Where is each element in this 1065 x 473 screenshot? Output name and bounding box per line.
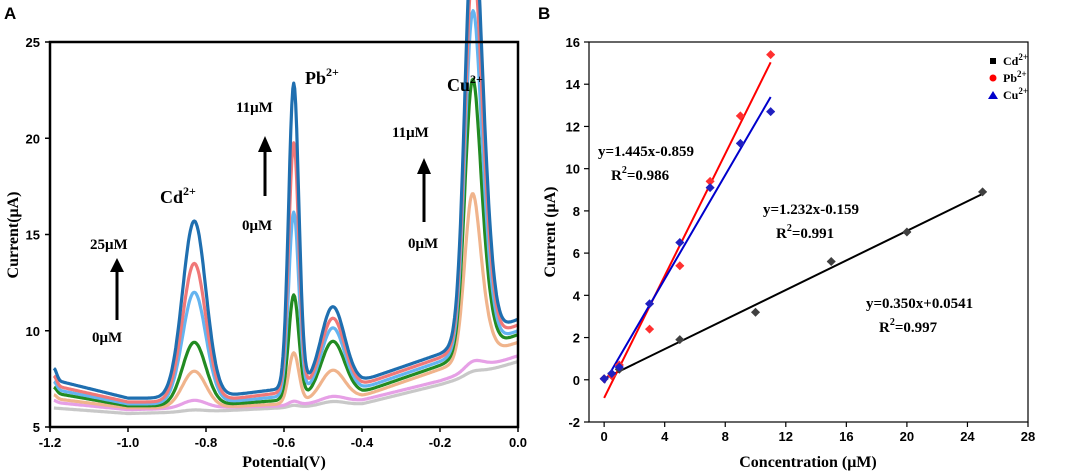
- x-tick-label: -1.2: [39, 435, 61, 450]
- y-tick-label: 10: [566, 162, 580, 177]
- data-point: [675, 238, 685, 248]
- data-point: [645, 299, 655, 309]
- arrow-cd-head: [110, 258, 124, 272]
- data-point: [766, 50, 776, 60]
- arrow-cu-bottom-label: 0μM: [408, 236, 438, 252]
- y-tick-label: 0: [573, 373, 580, 388]
- arrow-cu-top-label: 11μM: [392, 125, 429, 141]
- panel-label-b: B: [538, 4, 550, 23]
- calibration-points: [599, 50, 988, 384]
- data-point: [645, 324, 655, 334]
- y-tick-label: 6: [573, 246, 580, 261]
- voltammogram-curve: [53, 354, 519, 412]
- data-point: [607, 368, 617, 378]
- data-point: [751, 307, 761, 317]
- data-point: [826, 257, 836, 267]
- ion-label-cu: Cu2+: [447, 72, 483, 95]
- data-point: [705, 183, 715, 193]
- data-point: [902, 227, 912, 237]
- fit-line: [603, 61, 772, 399]
- x-tick-label: 0: [601, 429, 608, 444]
- data-point: [675, 261, 685, 271]
- y-tick-label: 5: [33, 420, 40, 435]
- arrow-pb-head: [258, 136, 272, 152]
- voltammogram-curve: [53, 192, 519, 410]
- panel-a-x-title: Potential(V): [242, 454, 326, 471]
- arrow-pb-top-label: 11μM: [236, 100, 273, 116]
- legend-label-pb: Pb2+: [1003, 69, 1027, 85]
- x-tick-label: 12: [779, 429, 793, 444]
- y-tick-label: 14: [566, 77, 581, 92]
- x-tick-label: -1.0: [117, 435, 139, 450]
- arrow-cu-head: [417, 158, 431, 174]
- panel-a-x-ticks: -1.2 -1.0 -0.8 -0.6 -0.4 -0.2 0.0: [39, 427, 527, 450]
- arrow-pb-bottom-label: 0μM: [242, 218, 272, 234]
- y-tick-label: 16: [566, 35, 580, 50]
- x-tick-label: 4: [661, 429, 669, 444]
- equation-cu: y=1.232x-0.159: [763, 202, 859, 218]
- x-tick-label: 28: [1021, 429, 1035, 444]
- data-point: [675, 335, 685, 345]
- panel-b-x-ticks: 0 4 8 12 16 20 24 28: [601, 422, 1035, 444]
- fit-line: [603, 193, 984, 380]
- r2-cu: R2=0.991: [776, 223, 834, 242]
- arrow-cd-top-label: 25μM: [90, 237, 128, 253]
- x-tick-label: 8: [722, 429, 729, 444]
- panel-a-y-title: Current(μA): [5, 192, 22, 279]
- legend: Cd2+ Pb2+ Cu2+: [988, 52, 1028, 102]
- r2-pb: R2=0.986: [611, 165, 670, 184]
- voltammogram-curve: [53, 77, 519, 408]
- panel-b-y-ticks: -2 0 2 4 6 8 10 12 14 16: [566, 35, 589, 430]
- data-point: [978, 187, 988, 197]
- x-tick-label: 0.0: [509, 435, 527, 450]
- legend-marker-cu: [988, 91, 998, 99]
- y-tick-label: 10: [26, 324, 40, 339]
- x-tick-label: -0.8: [195, 435, 217, 450]
- x-tick-label: -0.6: [273, 435, 295, 450]
- voltammogram-curve: [52, 0, 519, 400]
- data-point: [705, 176, 715, 186]
- data-point: [735, 138, 745, 148]
- y-tick-label: 8: [573, 204, 580, 219]
- fit-line: [603, 96, 772, 384]
- ion-label-pb: Pb2+: [305, 65, 339, 88]
- legend-marker-pb: [989, 74, 997, 82]
- data-point: [735, 111, 745, 121]
- equation-pb: y=1.445x-0.859: [598, 144, 694, 160]
- y-tick-label: -2: [568, 415, 580, 430]
- voltammogram-curve: [53, 359, 519, 416]
- x-tick-label: 16: [839, 429, 853, 444]
- y-tick-label: 15: [26, 228, 40, 243]
- data-point: [614, 362, 624, 372]
- r2-cd: R2=0.997: [879, 317, 938, 336]
- panel-b-x-title: Concentration (μM): [739, 454, 876, 471]
- y-tick-label: 20: [26, 131, 40, 146]
- arrow-cd-bottom-label: 0μM: [92, 330, 122, 346]
- panel-label-a: A: [4, 4, 16, 23]
- panel-b-frame: [588, 41, 1029, 423]
- panel-a-voltammogram: -1.2 -1.0 -0.8 -0.6 -0.4 -0.2 0.0 5 10 15 20 25 Po…: [5, 0, 527, 471]
- y-tick-label: 4: [573, 288, 581, 303]
- voltammogram-curves: [52, 0, 519, 416]
- y-tick-label: 12: [566, 119, 580, 134]
- x-tick-label: 20: [900, 429, 914, 444]
- ion-label-cd: Cd2+: [160, 184, 196, 207]
- x-tick-label: -0.2: [429, 435, 451, 450]
- data-point: [599, 374, 609, 384]
- x-tick-label: -0.4: [351, 435, 374, 450]
- x-tick-label: 24: [960, 429, 975, 444]
- y-tick-label: 2: [573, 331, 580, 346]
- panel-a-y-ticks: 5 10 15 20 25: [26, 35, 50, 435]
- data-point: [766, 107, 776, 117]
- legend-label-cd: Cd2+: [1003, 52, 1028, 68]
- y-tick-label: 25: [26, 35, 40, 50]
- panel-b-y-title: Current (μA): [542, 187, 559, 278]
- legend-label-cu: Cu2+: [1003, 86, 1028, 102]
- legend-marker-cd: [990, 58, 996, 64]
- equation-cd: y=0.350x+0.0541: [866, 296, 973, 312]
